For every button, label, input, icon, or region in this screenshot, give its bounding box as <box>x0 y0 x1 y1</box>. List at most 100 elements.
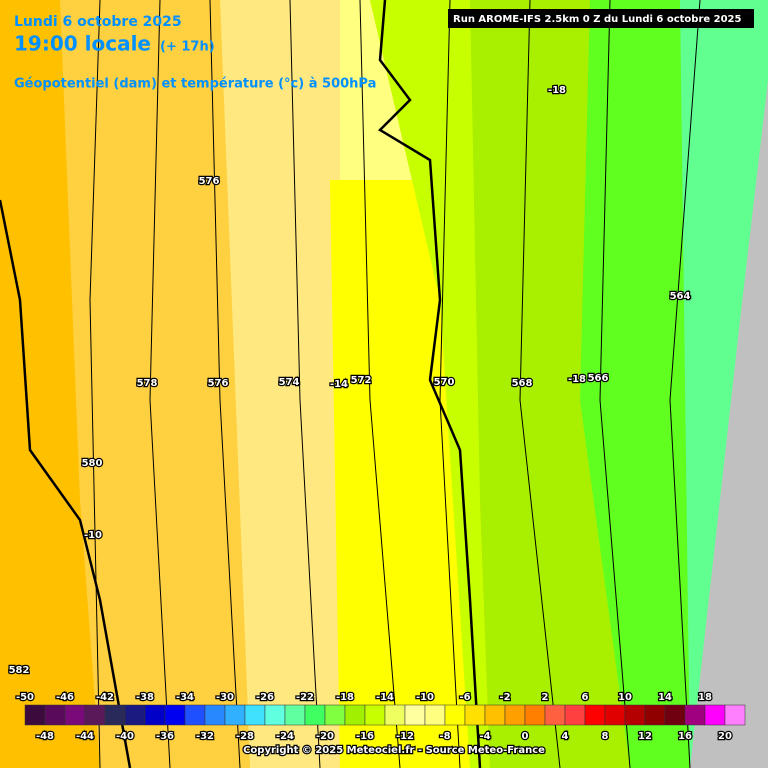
scale-label: -44 <box>76 731 94 742</box>
scale-swatch <box>644 704 666 726</box>
scale-label: 10 <box>618 692 632 703</box>
scale-label: 20 <box>718 731 732 742</box>
scale-swatch <box>124 704 146 726</box>
contour-label: -18 <box>568 374 586 385</box>
scale-label: 14 <box>658 692 672 703</box>
scale-swatch <box>364 704 386 726</box>
scale-label: -14 <box>376 692 394 703</box>
time: 19:00 locale <box>14 32 151 56</box>
scale-label: -32 <box>196 731 214 742</box>
scale-label: -16 <box>356 731 374 742</box>
date: Lundi 6 octobre 2025 <box>14 14 182 30</box>
scale-swatch <box>604 704 626 726</box>
contours <box>0 0 701 769</box>
contour-label: 570 <box>434 377 455 388</box>
out-of-domain <box>690 80 768 768</box>
scale-label: 4 <box>562 731 569 742</box>
temp-band <box>470 0 640 768</box>
contour-label: -18 <box>548 85 566 96</box>
scale-label: -42 <box>96 692 114 703</box>
scale-label: -40 <box>116 731 134 742</box>
scale-swatch <box>564 704 586 726</box>
contour-label: 566 <box>588 373 609 384</box>
contour-label: 568 <box>512 378 533 389</box>
scale-label: -48 <box>36 731 54 742</box>
scale-label: -12 <box>396 731 414 742</box>
scale-swatch <box>724 704 746 726</box>
contour-label: -14 <box>330 379 348 390</box>
scale-swatch <box>244 704 266 726</box>
scale-swatch <box>384 704 406 726</box>
scale-label: -4 <box>479 731 490 742</box>
lead: (+ 17h) <box>160 40 215 55</box>
scale-swatch <box>144 704 166 726</box>
scale-label: -28 <box>236 731 254 742</box>
contour-label: 564 <box>670 291 691 302</box>
scale-swatch <box>664 704 686 726</box>
scale-swatch <box>484 704 506 726</box>
scale-label: -26 <box>256 692 274 703</box>
scale-swatch <box>284 704 306 726</box>
scale-label: -50 <box>16 692 34 703</box>
scale-label: -22 <box>296 692 314 703</box>
scale-label: 16 <box>678 731 692 742</box>
scale-swatch <box>204 704 226 726</box>
scale-swatch <box>24 704 46 726</box>
scale-label: -18 <box>336 692 354 703</box>
scale-swatch <box>504 704 526 726</box>
scale-swatch <box>544 704 566 726</box>
temp-band <box>60 0 250 768</box>
scale-label: 12 <box>638 731 652 742</box>
scale-label: -38 <box>136 692 154 703</box>
scale-label: -10 <box>416 692 434 703</box>
copyright: Copyright © 2025 Meteociel.fr - Source M… <box>243 745 545 756</box>
scale-swatch <box>184 704 206 726</box>
scale-swatch <box>304 704 326 726</box>
field: Géopotentiel (dam) et température (°c) à… <box>14 77 376 92</box>
contour-label: 580 <box>82 458 103 469</box>
contour-label: 574 <box>279 377 300 388</box>
scale-swatch <box>104 704 126 726</box>
scale-swatch <box>84 704 106 726</box>
scale-label: 8 <box>602 731 609 742</box>
scale-swatch <box>584 704 606 726</box>
contour-label: -10 <box>84 530 102 541</box>
scale-label: 6 <box>582 692 589 703</box>
scale-label: -24 <box>276 731 294 742</box>
scale-label: 2 <box>542 692 549 703</box>
contour-label: 576 <box>208 378 229 389</box>
scale-label: -36 <box>156 731 174 742</box>
scale-swatch <box>64 704 86 726</box>
scale-label: -6 <box>459 692 470 703</box>
scale-label: -8 <box>439 731 450 742</box>
scale-swatch <box>684 704 706 726</box>
scale-swatch <box>524 704 546 726</box>
scale-swatch <box>224 704 246 726</box>
scale-swatch <box>344 704 366 726</box>
run-box <box>448 9 754 28</box>
scale-swatch <box>164 704 186 726</box>
temp-band <box>580 0 700 768</box>
run: Run AROME-IFS 2.5km 0 Z du Lundi 6 octob… <box>453 14 742 25</box>
scale-label: 18 <box>698 692 712 703</box>
scale-swatch <box>424 704 446 726</box>
contour-label: 578 <box>137 378 158 389</box>
scale-swatch <box>704 704 726 726</box>
scale-swatch <box>264 704 286 726</box>
contour-label: 576 <box>199 176 220 187</box>
scale-label: -20 <box>316 731 334 742</box>
scale-label: -46 <box>56 692 74 703</box>
scale-label: -30 <box>216 692 234 703</box>
scale-swatch <box>44 704 66 726</box>
scale-label: -34 <box>176 692 194 703</box>
scale-swatch <box>324 704 346 726</box>
scale-swatch <box>464 704 486 726</box>
scale-label: -2 <box>499 692 510 703</box>
scale-label: 0 <box>522 731 529 742</box>
scale-swatch <box>444 704 466 726</box>
scale-swatch <box>404 704 426 726</box>
contour-label: 572 <box>351 375 372 386</box>
scale-swatch <box>624 704 646 726</box>
